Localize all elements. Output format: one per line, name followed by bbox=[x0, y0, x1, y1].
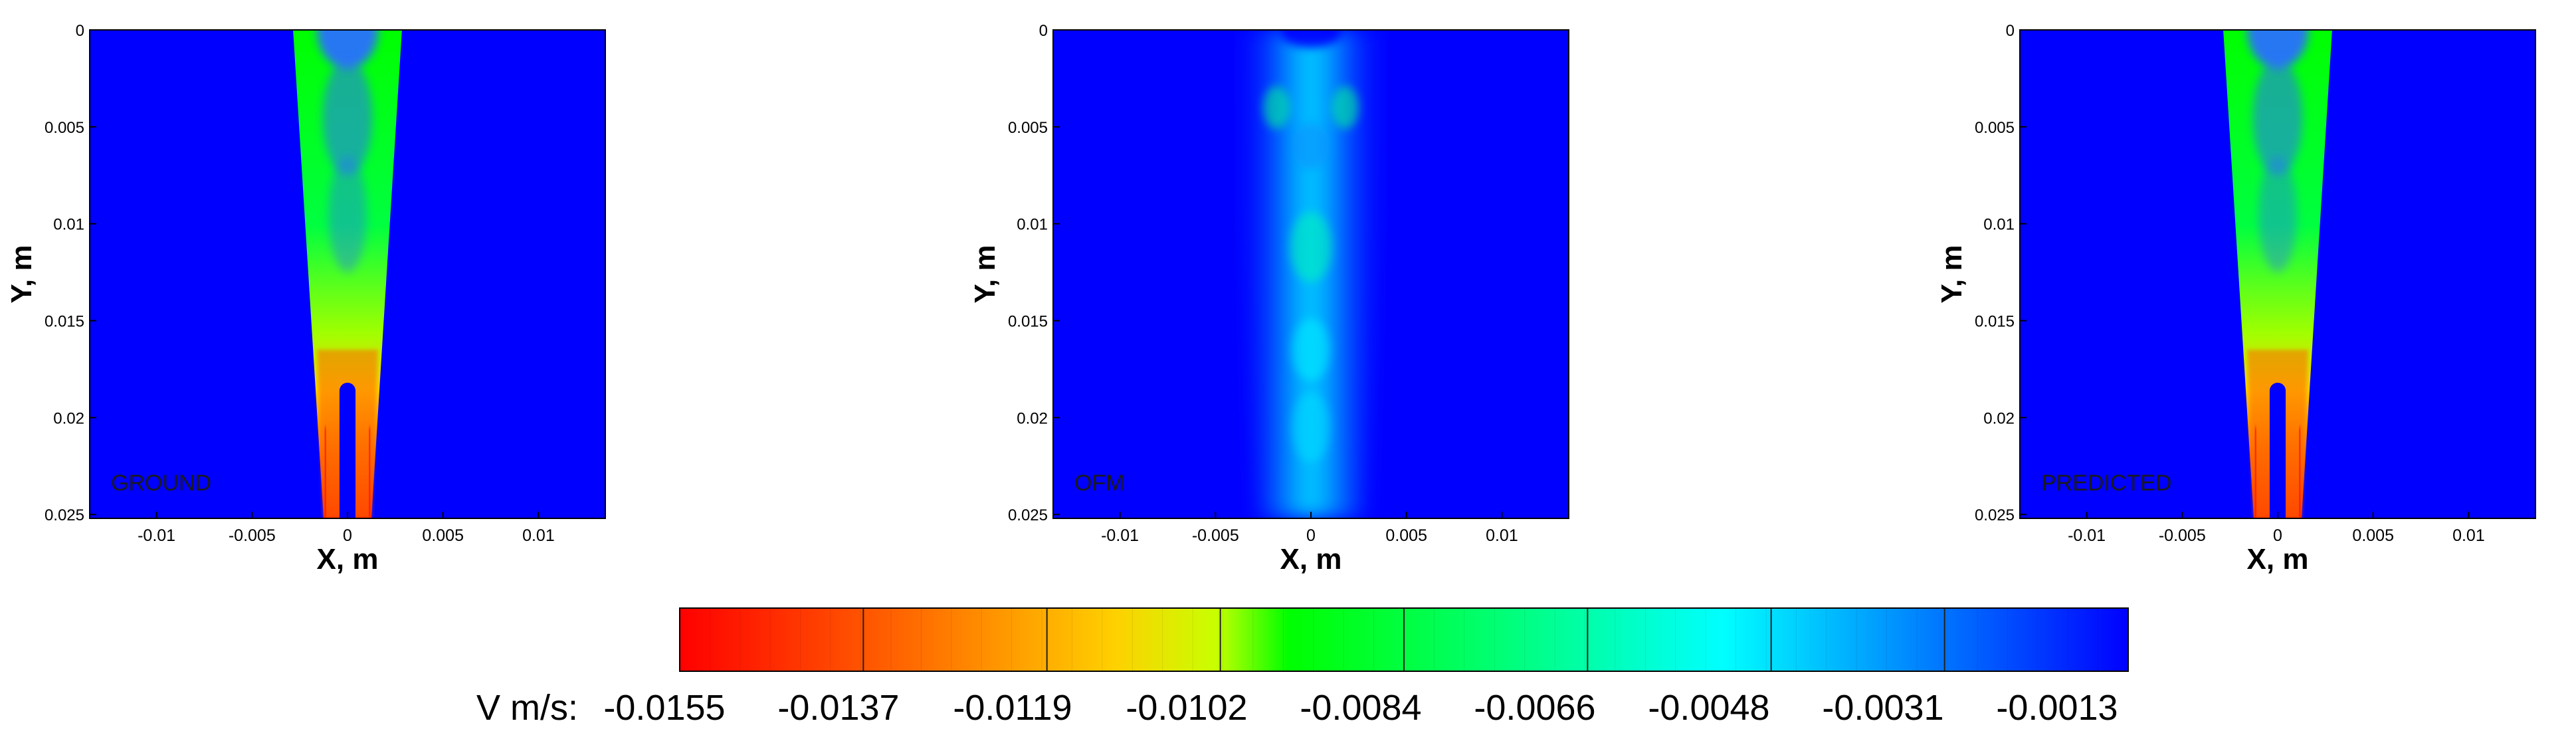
y-tick-label: 0.02 bbox=[1017, 409, 1048, 427]
colorbar-title: V m/s: bbox=[476, 688, 578, 728]
colorbar-label: -0.0102 bbox=[1126, 688, 1247, 728]
colorbar-frame bbox=[679, 607, 2129, 672]
panel-label: OFM bbox=[1074, 471, 1125, 496]
x-tick-label: -0.01 bbox=[138, 526, 175, 545]
nozzle-stream-edge bbox=[2252, 427, 2260, 518]
ofm-feature bbox=[1292, 392, 1330, 463]
velocity-field bbox=[90, 30, 605, 518]
panel-label: GROUND bbox=[111, 471, 211, 496]
ofm-feature bbox=[1290, 212, 1332, 282]
ofm-feature bbox=[1292, 123, 1330, 169]
y-tick-label: 0.015 bbox=[1008, 313, 1048, 331]
y-tick-label: 0.005 bbox=[45, 119, 84, 137]
y-tick-label: 0.01 bbox=[53, 216, 84, 234]
x-axis-title: X, m bbox=[2247, 543, 2309, 576]
colorbar-label: -0.0119 bbox=[953, 688, 1072, 728]
y-tick-label: 0.02 bbox=[53, 409, 84, 427]
jet-core bbox=[322, 58, 373, 175]
ofm-feature bbox=[1263, 86, 1290, 129]
velocity-field bbox=[2020, 30, 2535, 518]
jet-core bbox=[2247, 30, 2308, 69]
colorbar-label: -0.0066 bbox=[1474, 688, 1595, 728]
x-tick-label: 0.01 bbox=[522, 526, 555, 545]
x-axis-title: X, m bbox=[317, 543, 379, 576]
heatmap-panel-1: GROUND 0 0.005 0.01 0.015 0.02 0.025 -0.01 -0.00… bbox=[5, 22, 606, 576]
x-tick-label: -0.005 bbox=[1192, 526, 1239, 545]
jet-core bbox=[328, 156, 367, 272]
colorbar-label: -0.0137 bbox=[777, 688, 899, 728]
colorbar-label: -0.0155 bbox=[603, 688, 725, 728]
heatmap-panel-2: OFM 0 0.005 0.01 0.015 0.02 0.025 -0.01 -0.005 0 0… bbox=[969, 22, 1569, 576]
y-tick-label: 0 bbox=[76, 22, 84, 40]
x-tick-label: 0 bbox=[2273, 526, 2282, 545]
x-tick-label: 0.01 bbox=[1486, 526, 1518, 545]
x-tick-label: 0.01 bbox=[2452, 526, 2485, 545]
y-tick-label: 0.025 bbox=[1975, 506, 2015, 524]
velocity-field bbox=[1053, 30, 1569, 518]
colorbar-label: -0.0048 bbox=[1648, 688, 1769, 728]
y-axis-title: Y, m bbox=[1935, 245, 1968, 303]
nozzle-gap bbox=[2269, 382, 2286, 518]
ofm-feature bbox=[1332, 86, 1359, 129]
y-tick-label: 0.015 bbox=[45, 313, 84, 331]
y-tick-label: 0.01 bbox=[1983, 216, 2015, 234]
y-tick-label: 0.025 bbox=[45, 506, 84, 524]
ofm-feature bbox=[1280, 30, 1341, 48]
y-axis-title: Y, m bbox=[969, 245, 1001, 303]
x-tick-label: 0.005 bbox=[422, 526, 464, 545]
x-tick-label: 0 bbox=[343, 526, 352, 545]
colorbar-label: -0.0031 bbox=[1822, 688, 1943, 728]
ofm-feature bbox=[1292, 318, 1330, 381]
nozzle-stream-edge bbox=[322, 427, 330, 518]
nozzle-stream-edge bbox=[2296, 427, 2304, 518]
jet-core bbox=[2258, 156, 2297, 272]
nozzle-gap bbox=[339, 382, 356, 518]
x-axis-title: X, m bbox=[1280, 543, 1342, 576]
y-tick-label: 0.005 bbox=[1975, 119, 2015, 137]
x-tick-label: 0 bbox=[1306, 526, 1316, 545]
panel-label: PREDICTED bbox=[2041, 471, 2171, 496]
y-tick-label: 0.02 bbox=[1983, 409, 2015, 427]
colorbar-label: -0.0013 bbox=[1996, 688, 2118, 728]
x-tick-label: 0.005 bbox=[2352, 526, 2394, 545]
y-tick-label: 0 bbox=[2006, 22, 2015, 40]
jet-core bbox=[2252, 58, 2303, 175]
heatmap-panel-3: PREDICTED 0 0.005 0.01 0.015 0.02 0.025 -0.01 -0… bbox=[1935, 22, 2536, 576]
y-axis-title: Y, m bbox=[5, 245, 38, 303]
x-tick-label: -0.005 bbox=[229, 526, 276, 545]
y-tick-label: 0.005 bbox=[1008, 119, 1048, 137]
nozzle-stream-edge bbox=[365, 427, 373, 518]
x-tick-label: 0.005 bbox=[1385, 526, 1427, 545]
colorbar-label: -0.0084 bbox=[1300, 688, 1421, 728]
jet-core bbox=[317, 30, 378, 69]
y-tick-label: 0.015 bbox=[1975, 313, 2015, 331]
y-tick-label: 0.01 bbox=[1017, 216, 1048, 234]
x-tick-label: -0.01 bbox=[1101, 526, 1139, 545]
x-tick-label: -0.005 bbox=[2159, 526, 2206, 545]
colorbar: V m/s: -0.0155 -0.0137 -0.0119 -0.0102 -0.008… bbox=[476, 607, 2129, 728]
y-tick-label: 0.025 bbox=[1008, 506, 1048, 524]
x-tick-label: -0.01 bbox=[2068, 526, 2106, 545]
y-tick-label: 0 bbox=[1039, 22, 1048, 40]
